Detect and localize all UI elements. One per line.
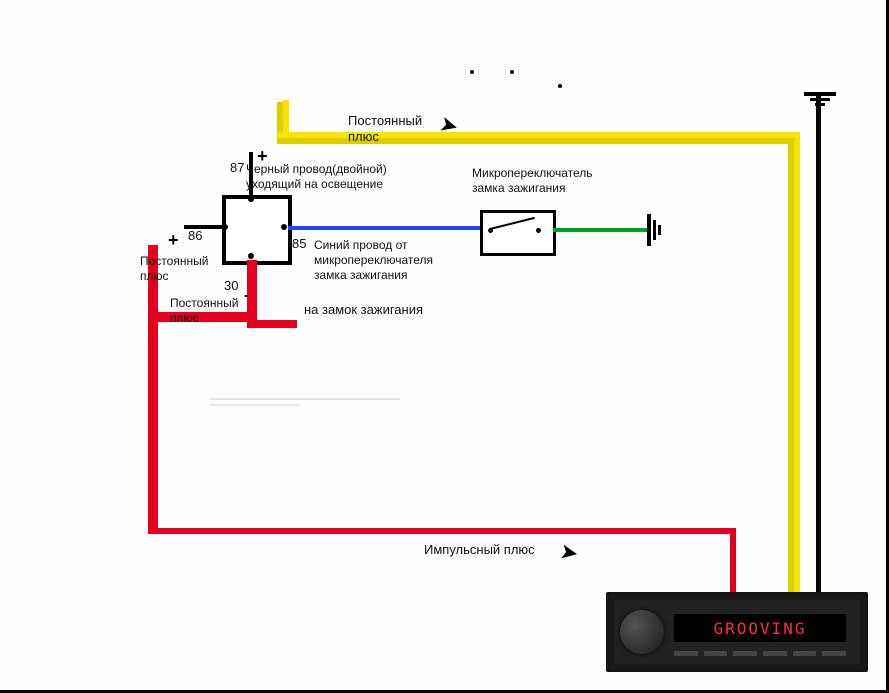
stereo-buttons	[674, 651, 846, 656]
relay	[222, 195, 292, 265]
switch-contact-right	[536, 228, 541, 233]
relay-pin-30-dot	[248, 253, 254, 259]
label-const-plus-30: Постоянный плюс	[170, 296, 238, 326]
wire-black-pin86	[184, 225, 224, 229]
wire-yellow-right	[794, 132, 800, 600]
relay-pin-87-dot	[248, 196, 254, 202]
wire-red-up-to-stereo	[730, 528, 736, 598]
wire-blue	[288, 226, 480, 230]
wire-green	[553, 228, 647, 232]
label-constant-plus-top: Постоянный плюс	[348, 113, 422, 146]
relay-pin-87: 87	[230, 160, 244, 175]
stereo-display: GROOVING	[674, 614, 846, 642]
wire-black-ground	[816, 104, 821, 600]
microswitch	[480, 210, 556, 256]
car-stereo: GROOVING	[606, 592, 868, 672]
label-blue-wire: Синий провод от микропереключателя замка…	[314, 238, 433, 283]
wire-black-stub	[816, 96, 821, 106]
label-const-plus-86: Постоянный плюс	[140, 254, 208, 284]
relay-pin-30: 30	[224, 278, 238, 293]
label-impulse-plus: Импульсный плюс	[424, 542, 535, 558]
label-to-ignition: на замок зажигания	[304, 302, 423, 318]
stray-dot	[558, 84, 562, 88]
relay-pin-86: 86	[188, 228, 202, 243]
label-black-wire: Черный провод(двойной) уходящий на освещ…	[246, 162, 387, 192]
wire-red-main-vert	[148, 312, 158, 532]
stereo-knob	[620, 610, 664, 654]
plus-86: +	[168, 230, 179, 251]
faint-line	[210, 404, 300, 406]
stray-dot	[470, 70, 474, 74]
arrow-impulse-plus: ➤	[558, 538, 581, 567]
relay-pin-85: 85	[292, 236, 306, 251]
wire-red-to-ignition	[247, 320, 297, 328]
label-microswitch: Микропереключатель замка зажигания	[472, 166, 593, 196]
faint-line	[330, 398, 400, 400]
relay-pin-85-dot	[281, 224, 287, 230]
stereo-face: GROOVING	[614, 600, 860, 664]
ground-symbol-right	[647, 212, 667, 248]
wiring-diagram: 87 86 85 30 + + + Постоянный плюс Черн	[0, 0, 889, 693]
wire-red-bottom-horiz2	[148, 528, 736, 534]
stray-dot	[510, 70, 514, 74]
faint-line	[210, 398, 340, 400]
